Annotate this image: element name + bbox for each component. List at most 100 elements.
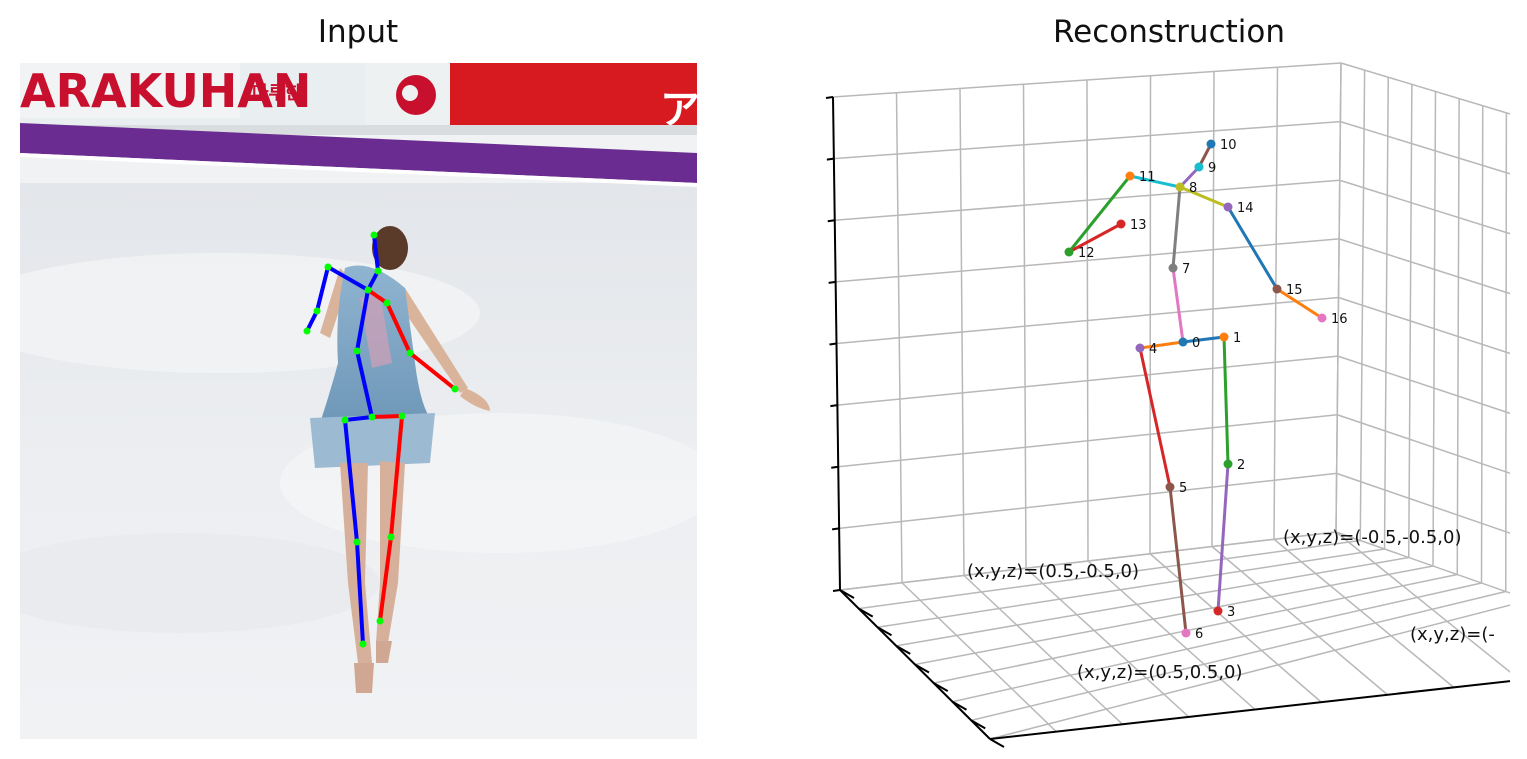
joint-label-14: 14 [1237, 201, 1254, 216]
y-axis-tick [914, 663, 930, 674]
skeleton-bones [1067, 142, 1324, 635]
joint-label-13: 13 [1130, 218, 1147, 233]
annotation-left-floor-corner: (x,y,z)=(0.5,-0.5,0) [967, 561, 1139, 582]
grid-line [933, 573, 1458, 684]
joint-thorax [1175, 182, 1185, 192]
grid-line [963, 574, 1124, 725]
grid-line [1273, 538, 1455, 688]
annotation-back-floor-corner: (x,y,z)=(-0.5,-0.5,0) [1283, 527, 1462, 548]
banner-text-korean: 마루한 [252, 83, 302, 104]
skeleton-joints [1064, 139, 1327, 638]
bone-2-3 [1216, 462, 1230, 613]
z-axis-tick [827, 219, 835, 223]
annotation-front-floor-corner: (x,y,z)=(0.5,0.5,0) [1077, 662, 1243, 683]
grid-line [1211, 71, 1215, 547]
z-axis-tick [829, 342, 837, 346]
joint-label-10: 10 [1220, 138, 1237, 153]
annotation-right-floor-corner-clipped: (x,y,z)=(- [1410, 624, 1495, 645]
z-axis-tick [828, 280, 836, 284]
joint-neck [1194, 162, 1204, 172]
joint-label-5: 5 [1179, 481, 1187, 496]
joint-right-shoulder [1223, 202, 1233, 212]
grid-line [1025, 567, 1190, 718]
grid-line [1339, 179, 1510, 235]
bone-15-16 [1275, 287, 1324, 320]
input-title: Input [317, 14, 399, 50]
joint-label-9: 9 [1208, 161, 1216, 176]
y-axis-tick [877, 626, 892, 637]
grid-line [1211, 545, 1388, 696]
grid-line [877, 548, 1385, 628]
bone-7-8 [1171, 185, 1182, 270]
grid-line [838, 414, 1338, 468]
grid-line [896, 556, 1409, 647]
z-axis-tick [830, 404, 838, 408]
grid-line [1273, 67, 1279, 540]
grid-line [952, 582, 1482, 703]
bone-0-7 [1171, 266, 1185, 344]
pose-overlay [305, 233, 457, 646]
y-axis-tick [858, 607, 874, 618]
grid-line [1480, 105, 1484, 584]
joint-left-ankle [1181, 628, 1191, 638]
bone-1-2 [1222, 335, 1230, 466]
y-axis-tick [952, 700, 967, 711]
grid-line [914, 565, 1434, 666]
joint-label-7: 7 [1182, 262, 1190, 277]
x-axis-line [989, 680, 1510, 740]
bone-14-15 [1226, 205, 1279, 291]
corner-annotations: (x,y,z)=(0.5,-0.5,0) (x,y,z)=(-0.5,-0.5,0… [967, 527, 1495, 683]
grid-line [1338, 296, 1510, 355]
joint-label-6: 6 [1195, 627, 1203, 642]
bone-8-11 [1128, 174, 1182, 189]
joint-label-0: 0 [1192, 336, 1200, 351]
joint-left-hip [1135, 343, 1145, 353]
z-axis-tick [832, 589, 841, 592]
banner-text-left: ARAKUHAN [20, 64, 311, 118]
bone-5-6 [1168, 485, 1188, 635]
joint-label-16: 16 [1331, 312, 1348, 327]
joint-right-elbow [1272, 284, 1282, 294]
z-axis-tick [825, 96, 834, 99]
axis-lines [825, 96, 1510, 748]
bone-8-9 [1178, 165, 1201, 189]
joint-label-2: 2 [1237, 458, 1245, 473]
grid-line [1336, 472, 1510, 534]
grid-lines [832, 62, 1510, 740]
grid-line [1338, 238, 1510, 295]
z-axis-tick [831, 527, 840, 531]
grid-line [1456, 98, 1460, 575]
pose-joints [303, 231, 459, 648]
joint-label-1: 1 [1233, 331, 1241, 346]
grid-line [837, 355, 1338, 406]
joint-label-3: 3 [1227, 605, 1235, 620]
grid-line [1337, 355, 1510, 415]
grid-line [1335, 531, 1510, 673]
bone-8-14 [1178, 185, 1230, 209]
joint-head [1206, 139, 1216, 149]
bone-12-13 [1067, 222, 1123, 254]
bone-0-1 [1181, 335, 1226, 344]
rink-boards [20, 123, 697, 183]
skater [310, 226, 490, 693]
joint-right-ankle [1213, 606, 1223, 616]
joint-right-hip [1219, 332, 1229, 342]
joint-left-knee [1165, 482, 1175, 492]
grid-line [989, 604, 1510, 740]
y-axis-tick [895, 645, 911, 655]
joint-left-shoulder [1125, 171, 1135, 181]
y-axis-tick [989, 738, 1005, 748]
z-axis-tick [826, 157, 835, 161]
grid-line [1340, 120, 1510, 175]
joint-label-11: 11 [1139, 170, 1156, 185]
y-axis-tick [970, 719, 986, 730]
bone-0-4 [1138, 340, 1185, 350]
grid-line [1337, 414, 1510, 475]
grid-line [971, 590, 1506, 722]
z-axis-tick [831, 465, 839, 469]
joint-right-wrist [1317, 313, 1327, 323]
joint-label-15: 15 [1286, 283, 1303, 298]
input-photo: ARAKUHAN 마루한 ア [20, 63, 697, 739]
